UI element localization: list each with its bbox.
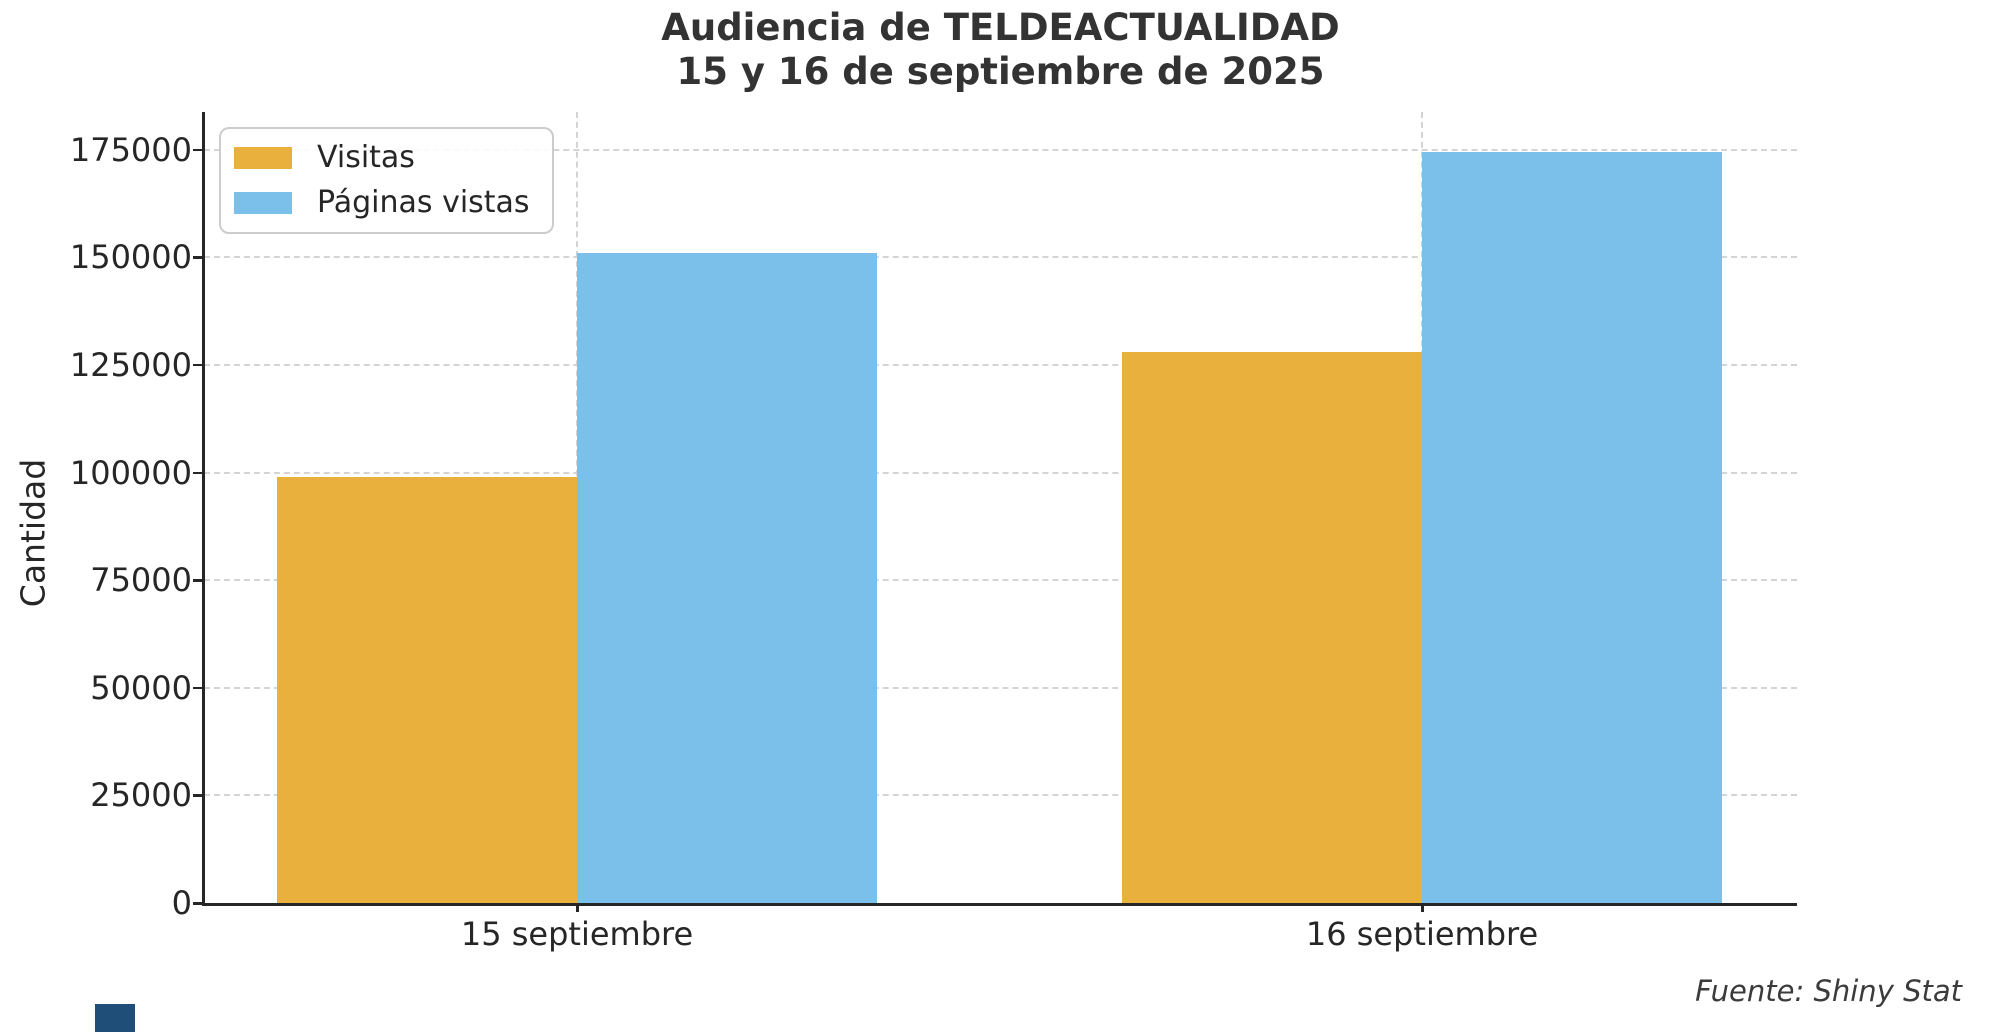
- legend-item-visitas: Visitas: [234, 142, 530, 174]
- y-tick-mark-50000: [193, 686, 204, 690]
- y-tick-mark-125000: [193, 363, 204, 367]
- source-note: Fuente: Shiny Stat: [1695, 974, 1962, 1008]
- y-tick-mark-175000: [193, 148, 204, 152]
- y-tick-label-175000: 175000: [69, 130, 192, 169]
- chart-title: Audiencia de TELDEACTUALIDAD: [661, 6, 1340, 49]
- y-tick-mark-75000: [193, 579, 204, 582]
- x-axis-spine: [202, 903, 1797, 906]
- bar-paginas-vistas-15-septiembre: [577, 252, 877, 903]
- y-gridline-125000: [204, 363, 1797, 366]
- x-tick-mark-15-septiembre: [576, 903, 579, 912]
- y-gridline-175000: [204, 148, 1797, 151]
- x-tick-label-16-septiembre: 16 septiembre: [1305, 915, 1539, 953]
- x-tick-mark-16-septiembre: [1421, 903, 1424, 912]
- legend-item-paginas-vistas: Páginas vistas: [234, 187, 530, 219]
- y-gridline-25000: [204, 794, 1797, 797]
- legend-label-visitas: Visitas: [317, 140, 415, 175]
- y-tick-mark-100000: [193, 471, 204, 475]
- y-tick-label-0: 0: [171, 884, 192, 922]
- bar-paginas-vistas-16-septiembre: [1422, 151, 1722, 903]
- bottom-left-logo-fragment: [95, 1004, 135, 1032]
- legend: Visitas Páginas vistas: [219, 127, 554, 234]
- y-tick-mark-0: [193, 902, 204, 905]
- y-tick-mark-150000: [193, 256, 204, 259]
- y-gridline-50000: [204, 686, 1797, 689]
- y-tick-label-150000: 150000: [69, 238, 192, 277]
- legend-label-paginas-vistas: Páginas vistas: [317, 185, 530, 220]
- y-gridline-75000: [204, 579, 1797, 582]
- y-tick-label-25000: 25000: [90, 776, 192, 815]
- x-tick-label-15-septiembre: 15 septiembre: [460, 915, 694, 953]
- y-tick-label-125000: 125000: [69, 345, 192, 384]
- y-axis-spine: [202, 112, 205, 903]
- legend-swatch-visitas: [234, 147, 292, 169]
- y-tick-label-50000: 50000: [90, 668, 192, 707]
- y-tick-label-75000: 75000: [90, 561, 192, 600]
- y-gridline-100000: [204, 471, 1797, 474]
- bar-visitas-15-septiembre: [277, 476, 577, 903]
- y-tick-mark-25000: [193, 794, 204, 797]
- y-tick-label-100000: 100000: [69, 453, 192, 492]
- chart-title-block: Audiencia de TELDEACTUALIDAD 15 y 16 de …: [204, 6, 1797, 94]
- bar-visitas-16-septiembre: [1122, 351, 1422, 903]
- y-gridline-150000: [204, 256, 1797, 259]
- chart-subtitle: 15 y 16 de septiembre de 2025: [676, 50, 1325, 93]
- legend-swatch-paginas-vistas: [234, 192, 292, 214]
